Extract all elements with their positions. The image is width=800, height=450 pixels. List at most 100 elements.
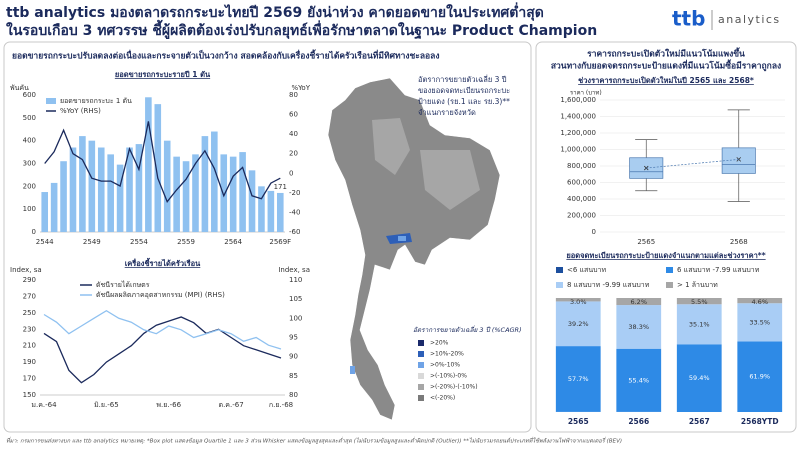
bar-segment [676,298,722,305]
bar-segment [676,304,722,345]
bar [154,104,162,232]
data-label: 3.0% [570,298,587,306]
chart-title: เครื่องชี้รายได้ครัวเรือน [125,257,201,268]
x-tick-label: 2565 [637,238,655,246]
map-annotation: จำแนกรายจังหวัด [418,108,476,117]
y-tick-label: 600 [23,91,36,99]
bar [173,156,180,232]
bar [145,97,152,233]
y-tick-label: 1,200,000 [560,129,596,137]
axis-unit: พันคัน [10,84,29,92]
y-tick-label: 85 [289,372,298,380]
x-tick-label: 2554 [130,238,148,246]
bar [97,147,105,232]
legend-label: > 1 ล้านบาท [677,281,718,289]
y-tick-label: 40 [289,130,298,138]
legend-label: <(-20%) [430,395,455,402]
footer-note: ที่มา: กรมการขนส่งทางบก และ ttb analytic… [6,437,622,445]
bar [239,152,246,232]
left-panel [3,41,532,433]
bar [192,154,199,232]
panel-heading: ยอดขายรถกระบะปรับลดลงต่อเนื่องและกระจายต… [12,49,440,62]
data-label: 6.2% [630,298,647,306]
axis-unit: ราคา (บาท) [570,90,602,97]
data-label: 4.6% [751,298,768,306]
bar-segment [737,303,783,342]
y-tick-label: 250 [23,309,36,317]
bar [163,140,171,232]
y-tick-label: 290 [23,276,36,284]
legend-label: >(-20%)-(-10%) [430,384,478,391]
bar [258,186,265,232]
x-tick-label: 2568 [730,238,748,246]
data-label: 5.5% [691,298,708,306]
y-tick-label: 270 [23,292,36,300]
logo-text: analytics [718,13,781,26]
x-tick-label: มิ.ย.-65 [94,401,119,409]
y-tick-label: 0 [32,228,36,236]
y-tick-label: 0 [592,228,596,236]
bar [135,144,143,232]
y-tick-label: 190 [23,358,36,366]
bar [126,147,133,232]
bar [69,147,77,232]
box [721,147,756,174]
legend-swatch [666,282,673,288]
legend-swatch [418,395,424,401]
x-tick-label: ก.ย.-68 [269,401,293,409]
legend-swatch [556,267,563,273]
x-tick-label: 2549 [83,238,101,246]
y-tick-label: 150 [23,391,36,399]
data-label: 57.7% [568,375,589,383]
x-tick-label: 2568YTD [741,417,779,426]
bar-segment [555,301,601,347]
bar [41,192,49,232]
y-tick-label: 100 [23,205,36,213]
x-tick-label: 2567 [689,417,710,426]
data-label: 38.3% [628,323,649,331]
data-label: 171 [274,183,287,191]
x-tick-label: ต.ค.-67 [219,401,244,409]
mean-marker [643,165,649,171]
y-tick-label: 800,000 [567,162,596,170]
x-tick-label: 2559 [177,238,195,246]
x-tick-label: 2569F [269,238,291,246]
y-tick-label: 200 [23,182,36,190]
x-tick-label: 2564 [224,238,242,246]
axis-unit: %YoY [291,84,310,92]
legend-label: ดัชนีรายได้เกษตร [96,280,150,289]
data-label: 61.9% [749,373,770,381]
line [44,121,281,203]
legend-title: อัตราการขยายตัวเฉลี่ย 3 ปี (%CAGR) [413,325,522,334]
legend-label: 8 แสนบาท -9.99 แสนบาท [567,281,650,289]
legend-label: >0%-10% [430,362,460,369]
bar-segment [616,348,662,412]
y-tick-label: 500 [23,114,36,122]
chart-title: ยอดขายรถกระบะรายปี 1 ตัน [115,70,211,79]
y-tick-label: 80 [289,391,298,399]
logo-brand: ttb [672,7,705,31]
legend-label: 6 แสนบาท -7.99 แสนบาท [677,266,760,274]
bar-segment [555,298,601,302]
data-label: 35.1% [689,320,710,328]
bar [116,164,124,232]
right-panel [535,41,797,433]
bar-segment [555,346,601,412]
axis-unit: Index, sa [10,266,42,274]
y-tick-label: 400 [23,137,36,145]
legend-swatch [556,282,563,288]
bar-segment [616,298,662,306]
y-tick-label: 1,600,000 [560,96,596,104]
y-tick-label: 1,000,000 [560,146,596,154]
bar-segment [616,305,662,349]
map-annotation: ป้ายแดง (รย.1 และ รย.3)** [418,97,510,106]
line [43,316,282,384]
y-tick-label: 200,000 [567,212,596,220]
bar [248,170,256,232]
y-tick-label: 170 [23,375,36,383]
bar [60,161,67,232]
y-tick-label: 600,000 [567,179,596,187]
data-label: 33.5% [749,318,770,326]
y-tick-label: 95 [289,334,298,342]
